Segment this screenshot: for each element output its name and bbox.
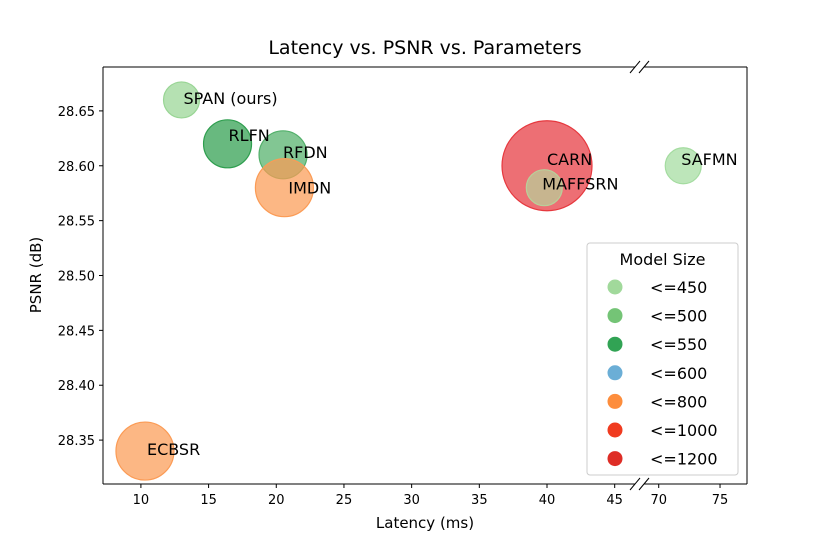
x-tick-label: 15	[200, 493, 217, 508]
data-point	[501, 120, 593, 212]
data-point	[254, 158, 314, 218]
tick-labels: 28.35 28.40 28.45 28.50 28.55 28.60 28.65 10 15 2…	[58, 105, 729, 508]
y-axis-label: PSNR (dB)	[27, 237, 45, 314]
legend-marker	[607, 279, 623, 295]
axis-break-mark	[638, 60, 650, 74]
point-label: MAFFSRN	[542, 175, 618, 194]
data-point	[664, 147, 702, 185]
legend-label: <=800	[650, 392, 707, 411]
legend-label: <=550	[650, 335, 707, 354]
legend-label: <=450	[650, 278, 707, 297]
legend-marker	[607, 393, 623, 409]
data-point	[115, 421, 175, 481]
axis-break-mark	[629, 60, 641, 74]
point-label: RFDN	[283, 143, 328, 162]
legend-box	[586, 242, 739, 476]
point-label: IMDN	[288, 179, 331, 198]
point-label: ECBSR	[147, 440, 200, 459]
legend-marker	[607, 451, 623, 467]
legend-marker	[607, 422, 623, 438]
legend-marker	[607, 365, 623, 381]
axes	[99, 60, 748, 491]
legend-marker	[607, 308, 623, 324]
x-tick-label: 20	[268, 493, 285, 508]
legend-label: <=1200	[650, 450, 718, 469]
point-label: SPAN (ours)	[184, 89, 278, 108]
point-label: SAFMN	[681, 150, 737, 169]
point-label: RLFN	[229, 126, 270, 145]
x-tick-label: 40	[539, 493, 556, 508]
x-tick-label: 25	[336, 493, 353, 508]
y-tick-label: 28.35	[58, 434, 95, 449]
point-label: CARN	[547, 150, 592, 169]
legend-label: <=500	[650, 307, 707, 326]
legend-marker	[607, 336, 623, 352]
y-tick-label: 28.60	[58, 160, 95, 175]
point-labels: SPAN (ours) RLFN RFDN IMDN CARN MAFFSRN SAFMN E…	[147, 89, 738, 459]
data-point	[202, 119, 253, 169]
data-point	[162, 81, 201, 119]
y-tick-label: 28.50	[58, 270, 95, 285]
axis-break-mark	[629, 477, 641, 491]
y-tick-label: 28.65	[58, 105, 95, 120]
y-tick-label: 28.40	[58, 379, 95, 394]
legend-title: Model Size	[620, 250, 706, 269]
x-tick-label: 10	[133, 493, 150, 508]
x-axis-label: Latency (ms)	[376, 514, 474, 532]
x-tick-label: 70	[650, 493, 667, 508]
legend-label: <=600	[650, 364, 707, 383]
x-tick-label: 45	[606, 493, 623, 508]
legend-label: <=1000	[650, 421, 718, 440]
x-tick-label: 75	[712, 493, 729, 508]
data-point	[525, 169, 563, 207]
x-tick-label: 35	[471, 493, 488, 508]
y-tick-label: 28.45	[58, 324, 95, 339]
axis-break-mark	[638, 477, 650, 491]
chart-title: Latency vs. PSNR vs. Parameters	[268, 37, 581, 59]
legend: Model Size <=450 <=500 <=550 <=600 <=800 <=100…	[586, 242, 739, 476]
data-points	[115, 81, 702, 481]
x-tick-label: 30	[403, 493, 420, 508]
y-tick-label: 28.55	[58, 215, 95, 230]
